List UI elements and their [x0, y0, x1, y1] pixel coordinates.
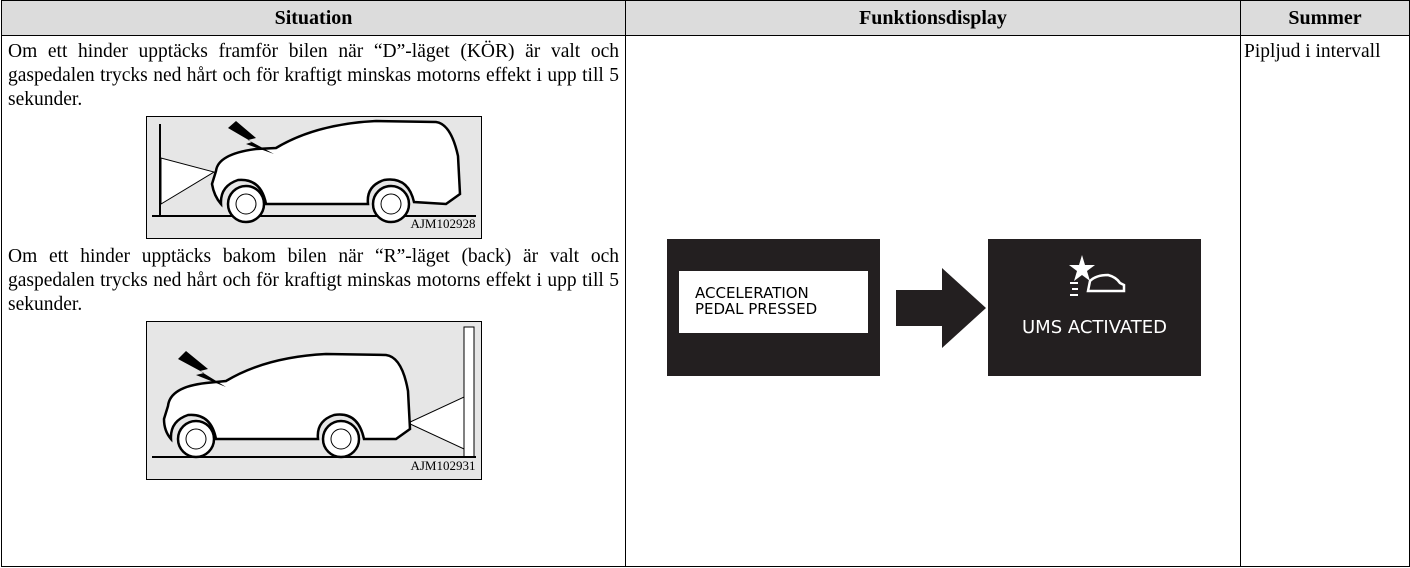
- wall: [463, 326, 474, 458]
- icon-waves: [1070, 282, 1078, 296]
- arrow-shape: [896, 268, 986, 348]
- situation-cell: Om ett hinder upptäcks framför bilen när…: [1, 35, 626, 567]
- display-line: PEDAL PRESSED: [695, 300, 818, 318]
- car-body: [162, 352, 411, 443]
- sensor-beam: [406, 396, 464, 450]
- display-cell: ACCELERATION PEDAL PRESSED UMS ACTIVATED: [625, 35, 1241, 567]
- hub: [185, 428, 206, 450]
- car-front-illustration: [145, 116, 482, 239]
- impact-icon: [177, 351, 226, 387]
- display-panel: ACCELERATION PEDAL PRESSED: [667, 239, 880, 376]
- car-rear-illustration: [145, 321, 482, 480]
- ums-icon: [1069, 255, 1126, 296]
- header-row: Situation Funktionsdisplay Summer: [1, 0, 1410, 36]
- arrow: [896, 268, 986, 348]
- situation-text: Om ett hinder upptäcks framför bilen när…: [8, 41, 619, 110]
- header-cell: Situation: [1, 0, 626, 36]
- summer-text: Pipljud i inter­vall: [1244, 41, 1381, 62]
- hub: [235, 193, 256, 215]
- sensor-beam: [160, 157, 215, 205]
- hub: [330, 428, 351, 450]
- header-cell: Funktionsdisplay: [625, 0, 1241, 36]
- car-body: [210, 119, 461, 208]
- body-row: Om ett hinder upptäcks framför bilen när…: [1, 35, 1410, 567]
- display-message: UMS ACTIVATED: [1021, 317, 1168, 338]
- display-panel: UMS ACTIVATED: [988, 239, 1201, 376]
- hub: [380, 193, 401, 215]
- impact-icon: [227, 121, 274, 154]
- display-message: ACCELERATION PEDAL PRESSED: [679, 271, 868, 333]
- figure-code: AJM102928: [410, 216, 476, 231]
- figure-code: AJM102931: [410, 458, 476, 473]
- icon-car: [1086, 273, 1126, 293]
- summer-cell: Pipljud i inter­vall: [1240, 35, 1410, 567]
- icon-star: [1069, 255, 1095, 281]
- display-line: ACCELERATION: [695, 284, 809, 302]
- figure: AJM102928: [145, 116, 482, 239]
- header-cell: Summer: [1240, 0, 1410, 36]
- situation-text: Om ett hinder upptäcks bakom bilen när “…: [8, 246, 619, 315]
- figure: AJM102931: [145, 321, 482, 481]
